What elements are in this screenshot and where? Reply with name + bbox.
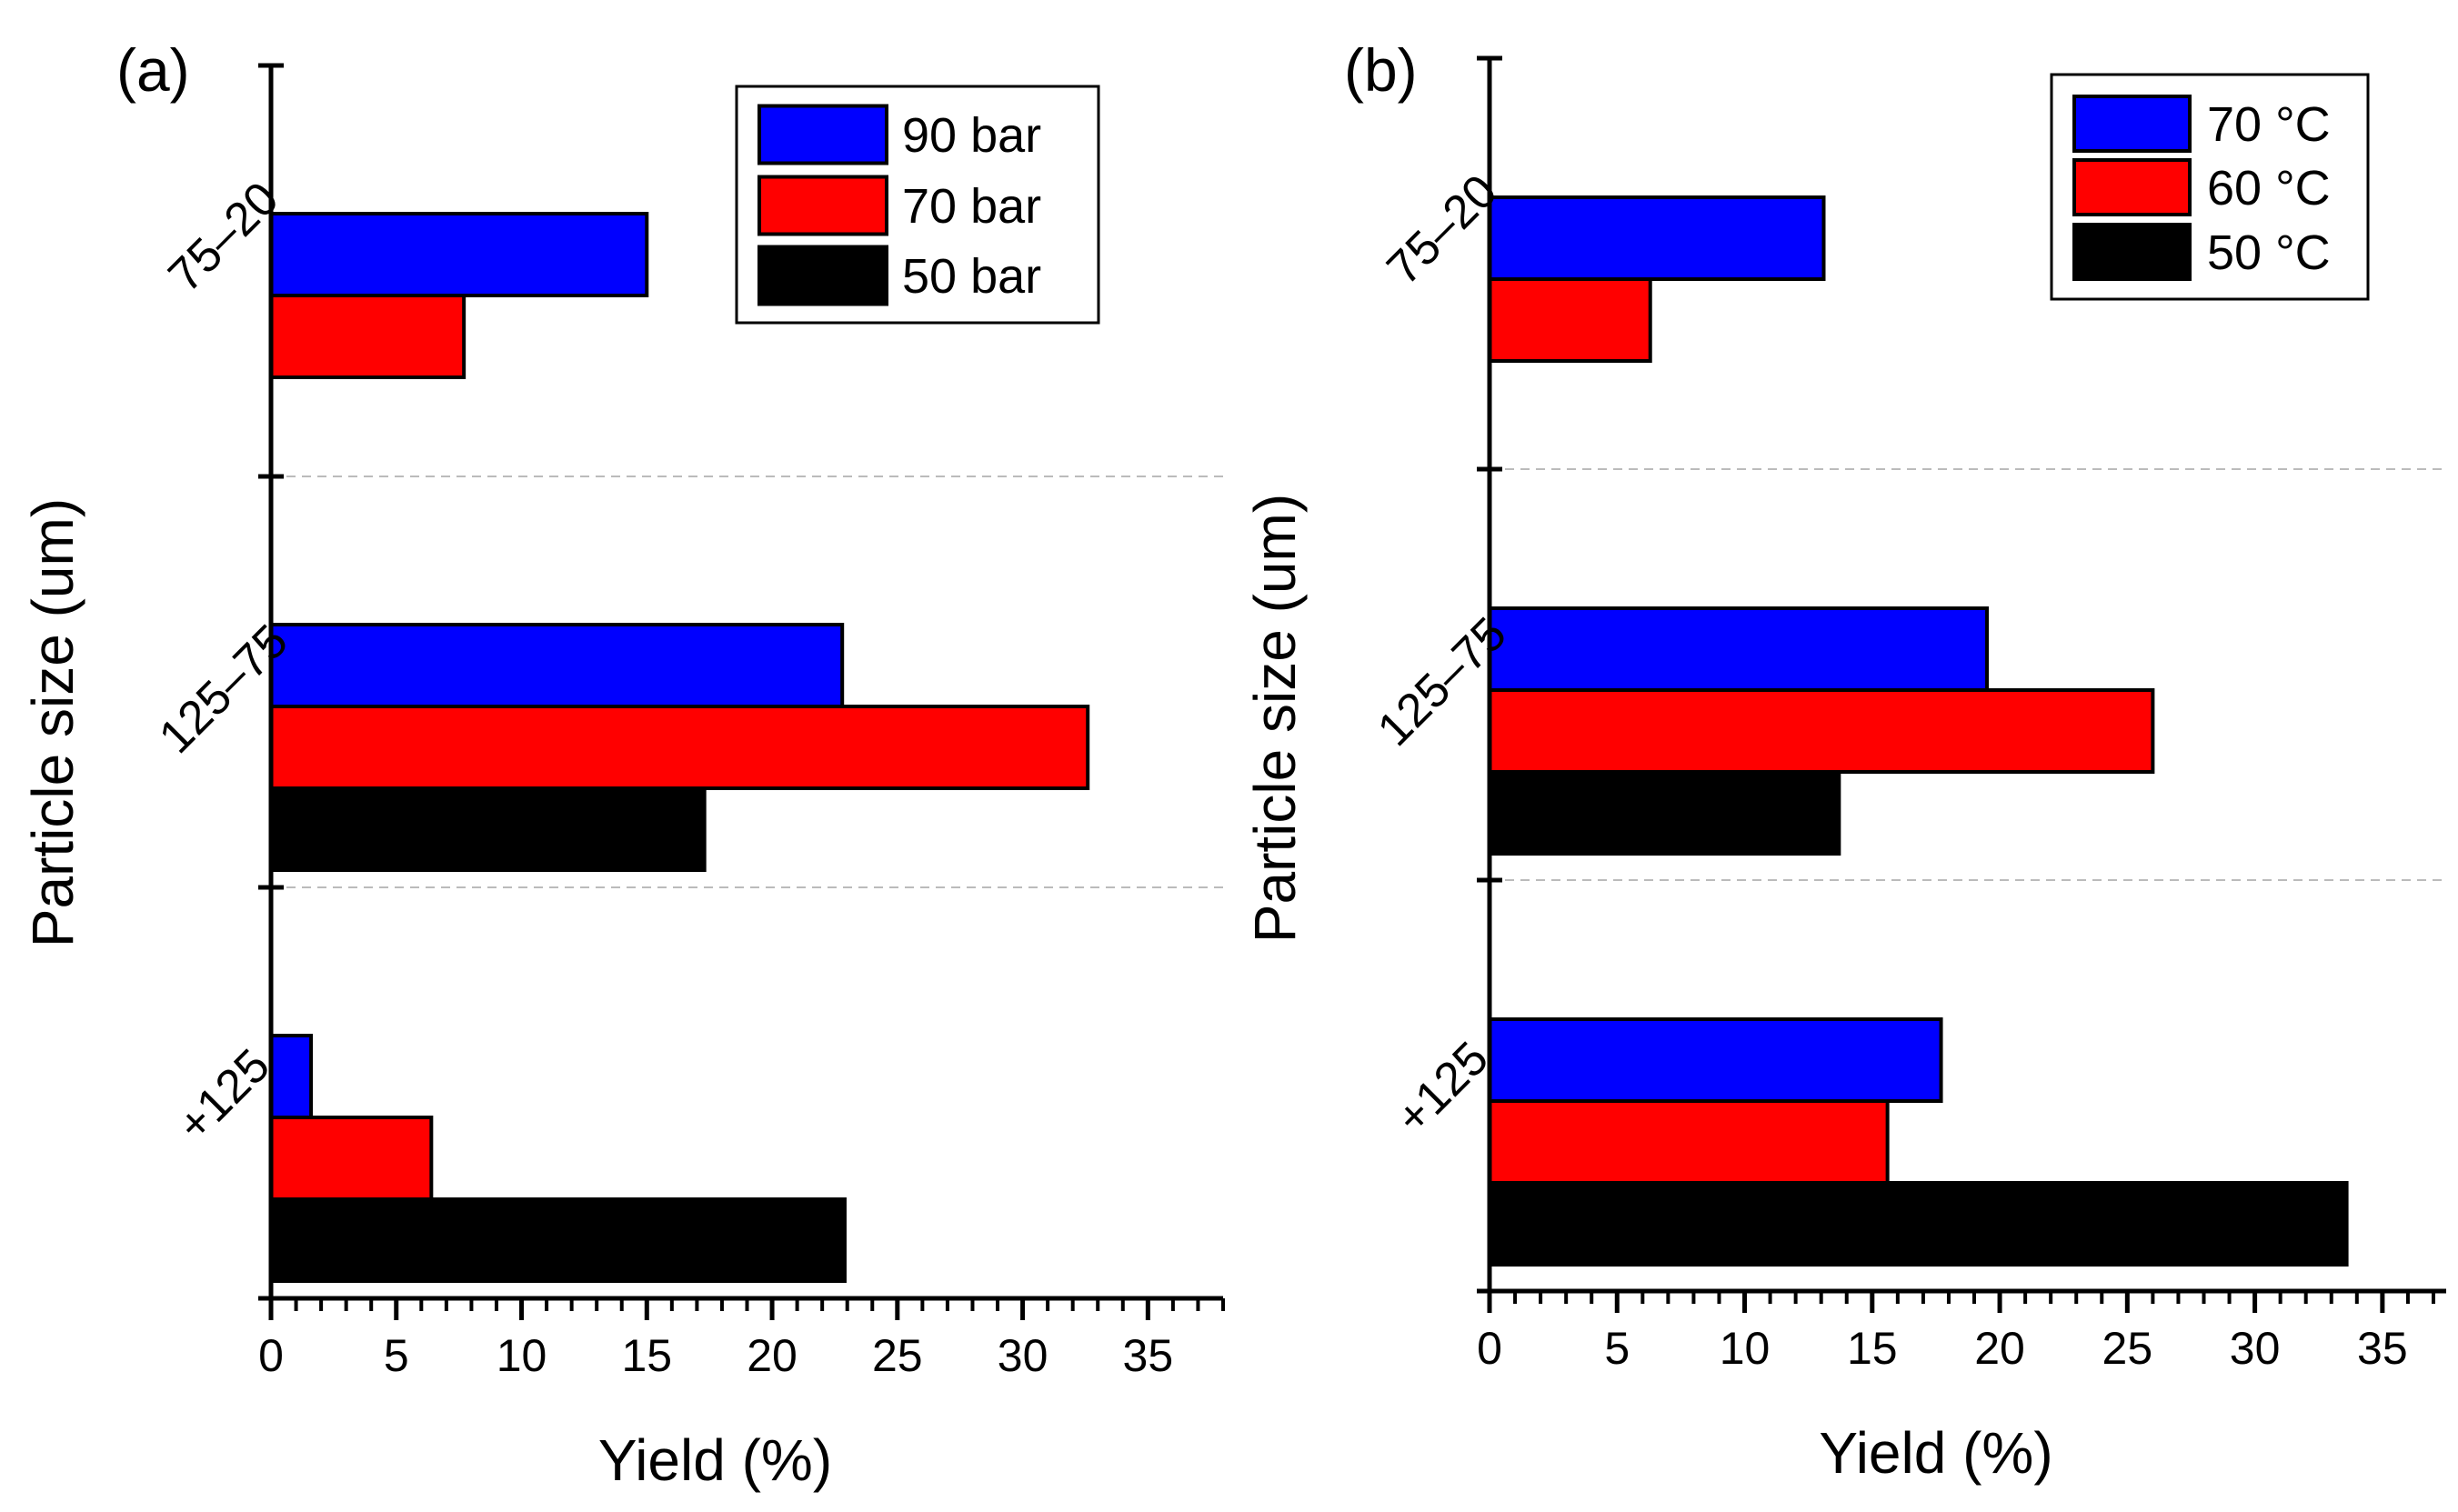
x-tick-label: 5 [384, 1330, 409, 1381]
legend-label: 90 bar [902, 108, 1041, 163]
bar-50-c-2 [1488, 1181, 2349, 1267]
y-axis-title: Particle size (um) [20, 498, 85, 947]
x-axis-title: Yield (%) [598, 1427, 832, 1493]
x-tick-label: 20 [747, 1330, 798, 1381]
legend: 70 °C 60 °C 50 °C [2050, 73, 2370, 301]
bar-70-bar-0 [269, 294, 467, 379]
bar-70-c-2 [1488, 1017, 1943, 1103]
legend-swatch [2072, 95, 2192, 153]
legend-swatch [757, 175, 888, 236]
bar-50-c-1 [1488, 770, 1841, 856]
x-tick-label: 15 [1847, 1323, 1898, 1374]
legend-label: 50 bar [902, 249, 1041, 304]
x-tick-label: 0 [258, 1330, 284, 1381]
x-tick-label: 30 [2230, 1323, 2281, 1374]
bar-50-bar-2 [269, 1197, 847, 1283]
legend-swatch [757, 245, 888, 306]
bar-90-bar-1 [269, 623, 845, 708]
x-tick-label: 0 [1477, 1323, 1502, 1374]
legend-swatch [2072, 223, 2192, 281]
bar-70-bar-1 [269, 705, 1090, 790]
y-axis-title: Particle size (um) [1242, 494, 1308, 943]
legend-swatch [757, 104, 888, 165]
x-tick-label: 35 [2357, 1323, 2408, 1374]
bar-70-c-1 [1488, 606, 1990, 692]
bar-70-bar-2 [269, 1116, 434, 1201]
panel-label: (a) [116, 36, 190, 104]
bar-60-c-2 [1488, 1099, 1890, 1185]
panel-label: (b) [1344, 36, 1418, 104]
x-tick-label: 35 [1123, 1330, 1174, 1381]
x-axis-title: Yield (%) [1819, 1420, 2052, 1486]
legend: 90 bar 70 bar 50 bar [735, 85, 1100, 325]
x-tick-label: 25 [2102, 1323, 2153, 1374]
legend-swatch [2072, 158, 2192, 216]
category-label: +125 [167, 1039, 280, 1152]
bar-70-c-0 [1488, 195, 1826, 281]
x-tick-label: 30 [998, 1330, 1048, 1381]
x-tick-label: 10 [1720, 1323, 1771, 1374]
x-tick-label: 15 [621, 1330, 672, 1381]
bar-90-bar-0 [269, 212, 649, 297]
x-tick-label: 5 [1604, 1323, 1630, 1374]
bar-60-c-1 [1488, 688, 2155, 774]
bar-60-c-0 [1488, 277, 1652, 363]
legend-label: 70 °C [2207, 97, 2331, 152]
legend-label: 50 °C [2207, 225, 2331, 280]
x-tick-label: 25 [872, 1330, 923, 1381]
category-label: +125 [1386, 1032, 1499, 1145]
bar-50-bar-1 [269, 786, 707, 872]
x-tick-label: 10 [497, 1330, 547, 1381]
x-tick-label: 20 [1974, 1323, 2025, 1374]
legend-label: 60 °C [2207, 161, 2331, 215]
legend-label: 70 bar [902, 179, 1041, 234]
